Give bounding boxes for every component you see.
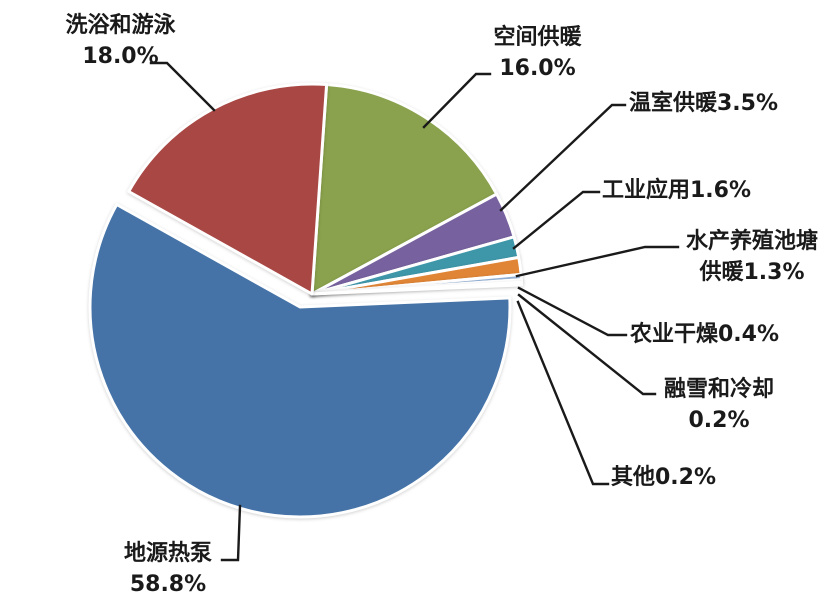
slice-label-bathing-name: 洗浴和游泳	[65, 13, 176, 38]
slice-label-greenhouse: 温室供暖3.5%	[629, 88, 778, 119]
slice-label-greenhouse-text: 温室供暖3.5%	[629, 91, 779, 116]
slice-label-space-heating-name: 空间供暖	[493, 25, 582, 50]
slice-label-space-heating-pct: 16.0%	[499, 56, 576, 82]
slice-label-agri-drying-text: 农业干燥0.4%	[630, 322, 780, 347]
slice-label-other: 其他0.2%	[611, 462, 716, 493]
pie-slices-group	[88, 82, 524, 519]
leader-line-industrial	[512, 190, 601, 250]
slice-label-snow-cooling-pct: 0.2%	[688, 408, 750, 434]
leader-line-other	[516, 300, 610, 486]
slice-label-snow-cooling-name: 融雪和冷却	[663, 377, 774, 402]
leader-line-ghp	[220, 504, 242, 562]
slice-label-other-text: 其他0.2%	[611, 465, 717, 490]
leader-line-snow-cool	[517, 293, 657, 396]
leader-line-agri-drying	[517, 286, 628, 337]
leader-line-greenhouse	[499, 103, 627, 212]
slice-label-ghp: 地源热泵 58.8%	[103, 538, 233, 600]
leader-line-bathing	[149, 61, 216, 112]
leader-line-space	[422, 72, 492, 129]
slice-label-aquaculture: 水产养殖池塘 供暖1.3%	[676, 226, 828, 288]
slice-label-industrial: 工业应用1.6%	[602, 175, 751, 206]
pie-slice-8	[88, 203, 512, 519]
pie-slice-7	[310, 280, 524, 296]
slice-label-ghp-pct: 58.8%	[129, 572, 207, 598]
slice-label-bathing-pct: 18.0%	[82, 44, 159, 70]
leader-line-aquaculture	[515, 245, 680, 278]
slice-label-industrial-text: 工业应用1.6%	[602, 178, 752, 203]
slice-label-agri-drying: 农业干燥0.4%	[630, 319, 779, 350]
slice-label-snow-cooling: 融雪和冷却 0.2%	[650, 374, 788, 436]
slice-label-ghp-name: 地源热泵	[123, 541, 212, 566]
slice-label-aquaculture-pct: 供暖1.3%	[699, 260, 805, 286]
slice-label-bathing: 洗浴和游泳 18.0%	[38, 10, 203, 72]
slice-label-space-heating: 空间供暖 16.0%	[455, 22, 620, 84]
leader-lines-group	[149, 61, 680, 562]
slice-label-aquaculture-name: 水产养殖池塘	[685, 229, 818, 254]
pie-slice-1	[310, 83, 499, 296]
